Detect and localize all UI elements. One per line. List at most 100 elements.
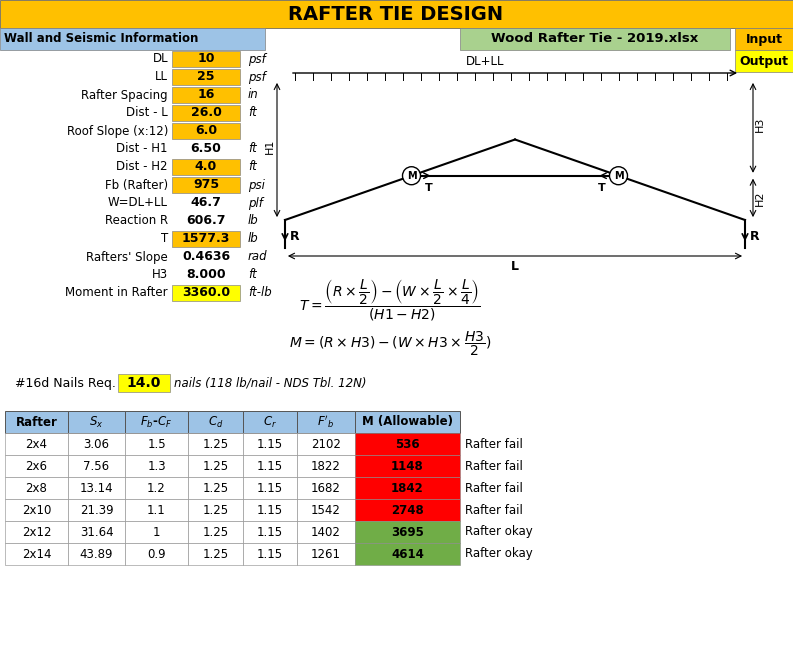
Text: 1577.3: 1577.3 xyxy=(182,232,230,245)
Bar xyxy=(188,433,243,455)
Text: 1261: 1261 xyxy=(311,548,341,560)
Text: Rafter fail: Rafter fail xyxy=(465,504,523,516)
Bar xyxy=(243,521,297,543)
Text: Dist - H2: Dist - H2 xyxy=(117,161,168,173)
Text: Moment in Rafter: Moment in Rafter xyxy=(65,287,168,300)
Text: 1.25: 1.25 xyxy=(202,438,228,451)
Text: H2: H2 xyxy=(755,190,765,205)
Text: 1.25: 1.25 xyxy=(202,482,228,495)
Bar xyxy=(172,51,240,67)
Bar xyxy=(125,433,188,455)
Bar xyxy=(172,87,240,103)
Bar xyxy=(5,521,68,543)
Text: 2x12: 2x12 xyxy=(21,525,52,539)
Text: Rafter fail: Rafter fail xyxy=(465,459,523,472)
Text: 2x14: 2x14 xyxy=(21,548,52,560)
Text: Dist - L: Dist - L xyxy=(126,106,168,119)
Bar xyxy=(68,411,125,433)
Bar xyxy=(172,231,240,247)
Text: 2748: 2748 xyxy=(391,504,424,516)
Text: $S_x$: $S_x$ xyxy=(90,415,104,430)
Bar xyxy=(118,374,170,392)
Bar xyxy=(243,543,297,565)
Bar xyxy=(68,521,125,543)
Text: M (Allowable): M (Allowable) xyxy=(362,415,453,428)
Text: RAFTER TIE DESIGN: RAFTER TIE DESIGN xyxy=(289,5,504,24)
Text: 1.1: 1.1 xyxy=(147,504,166,516)
Bar xyxy=(735,50,793,72)
Bar xyxy=(243,477,297,499)
Text: in: in xyxy=(248,89,259,102)
Text: 1: 1 xyxy=(153,525,160,539)
Bar xyxy=(460,28,730,50)
Text: Wall and Seismic Information: Wall and Seismic Information xyxy=(4,33,198,45)
Text: DL+LL: DL+LL xyxy=(465,55,504,68)
Text: 8.000: 8.000 xyxy=(186,268,226,281)
Text: $C_r$: $C_r$ xyxy=(263,415,277,430)
Bar xyxy=(355,433,460,455)
Text: $F_b$-$C_F$: $F_b$-$C_F$ xyxy=(140,415,173,430)
Text: 1402: 1402 xyxy=(311,525,341,539)
Text: 16: 16 xyxy=(197,89,215,102)
Bar xyxy=(68,499,125,521)
Text: 3695: 3695 xyxy=(391,525,424,539)
Text: 1.25: 1.25 xyxy=(202,548,228,560)
Text: 43.89: 43.89 xyxy=(80,548,113,560)
Bar xyxy=(125,411,188,433)
Text: M: M xyxy=(407,171,416,180)
Text: Fb (Rafter): Fb (Rafter) xyxy=(105,178,168,192)
Circle shape xyxy=(403,167,420,185)
Bar xyxy=(125,499,188,521)
Text: 2x10: 2x10 xyxy=(22,504,52,516)
Text: ft: ft xyxy=(248,106,257,119)
Bar xyxy=(172,69,240,85)
Text: L: L xyxy=(511,260,519,273)
Bar xyxy=(243,411,297,433)
Bar xyxy=(355,543,460,565)
Text: $F'_b$: $F'_b$ xyxy=(317,414,335,430)
Text: 0.4636: 0.4636 xyxy=(182,251,230,264)
Text: Roof Slope (x:12): Roof Slope (x:12) xyxy=(67,125,168,138)
Text: 2x4: 2x4 xyxy=(25,438,48,451)
Text: 1542: 1542 xyxy=(311,504,341,516)
Bar xyxy=(125,477,188,499)
Bar xyxy=(5,455,68,477)
Text: 14.0: 14.0 xyxy=(127,376,161,390)
Bar xyxy=(297,543,355,565)
Bar xyxy=(68,455,125,477)
Text: 536: 536 xyxy=(395,438,419,451)
Text: H3: H3 xyxy=(755,117,765,132)
Text: 0.9: 0.9 xyxy=(147,548,166,560)
Bar xyxy=(297,499,355,521)
Bar xyxy=(355,499,460,521)
Text: 1.15: 1.15 xyxy=(257,438,283,451)
Text: Wood Rafter Tie - 2019.xlsx: Wood Rafter Tie - 2019.xlsx xyxy=(492,33,699,45)
Text: Rafter fail: Rafter fail xyxy=(465,438,523,451)
Bar xyxy=(5,433,68,455)
Bar xyxy=(188,411,243,433)
Text: H3: H3 xyxy=(152,268,168,281)
Bar xyxy=(5,477,68,499)
Text: W=DL+LL: W=DL+LL xyxy=(108,197,168,209)
Text: 1.3: 1.3 xyxy=(147,459,166,472)
Text: Rafter okay: Rafter okay xyxy=(465,525,533,539)
Bar xyxy=(68,543,125,565)
Text: 1.15: 1.15 xyxy=(257,482,283,495)
Text: 1148: 1148 xyxy=(391,459,424,472)
Text: plf: plf xyxy=(248,197,262,209)
Text: 26.0: 26.0 xyxy=(190,106,221,119)
Bar xyxy=(355,477,460,499)
Text: ft: ft xyxy=(248,142,257,155)
Bar xyxy=(68,433,125,455)
Text: H1: H1 xyxy=(265,139,275,154)
Bar xyxy=(5,499,68,521)
Text: R: R xyxy=(750,230,760,243)
Bar xyxy=(355,411,460,433)
Text: DL: DL xyxy=(152,52,168,66)
Text: Reaction R: Reaction R xyxy=(105,215,168,228)
Bar xyxy=(172,285,240,301)
Text: 1.25: 1.25 xyxy=(202,525,228,539)
Text: M: M xyxy=(614,171,623,180)
Bar xyxy=(297,521,355,543)
Text: #16d Nails Req.: #16d Nails Req. xyxy=(15,377,116,390)
